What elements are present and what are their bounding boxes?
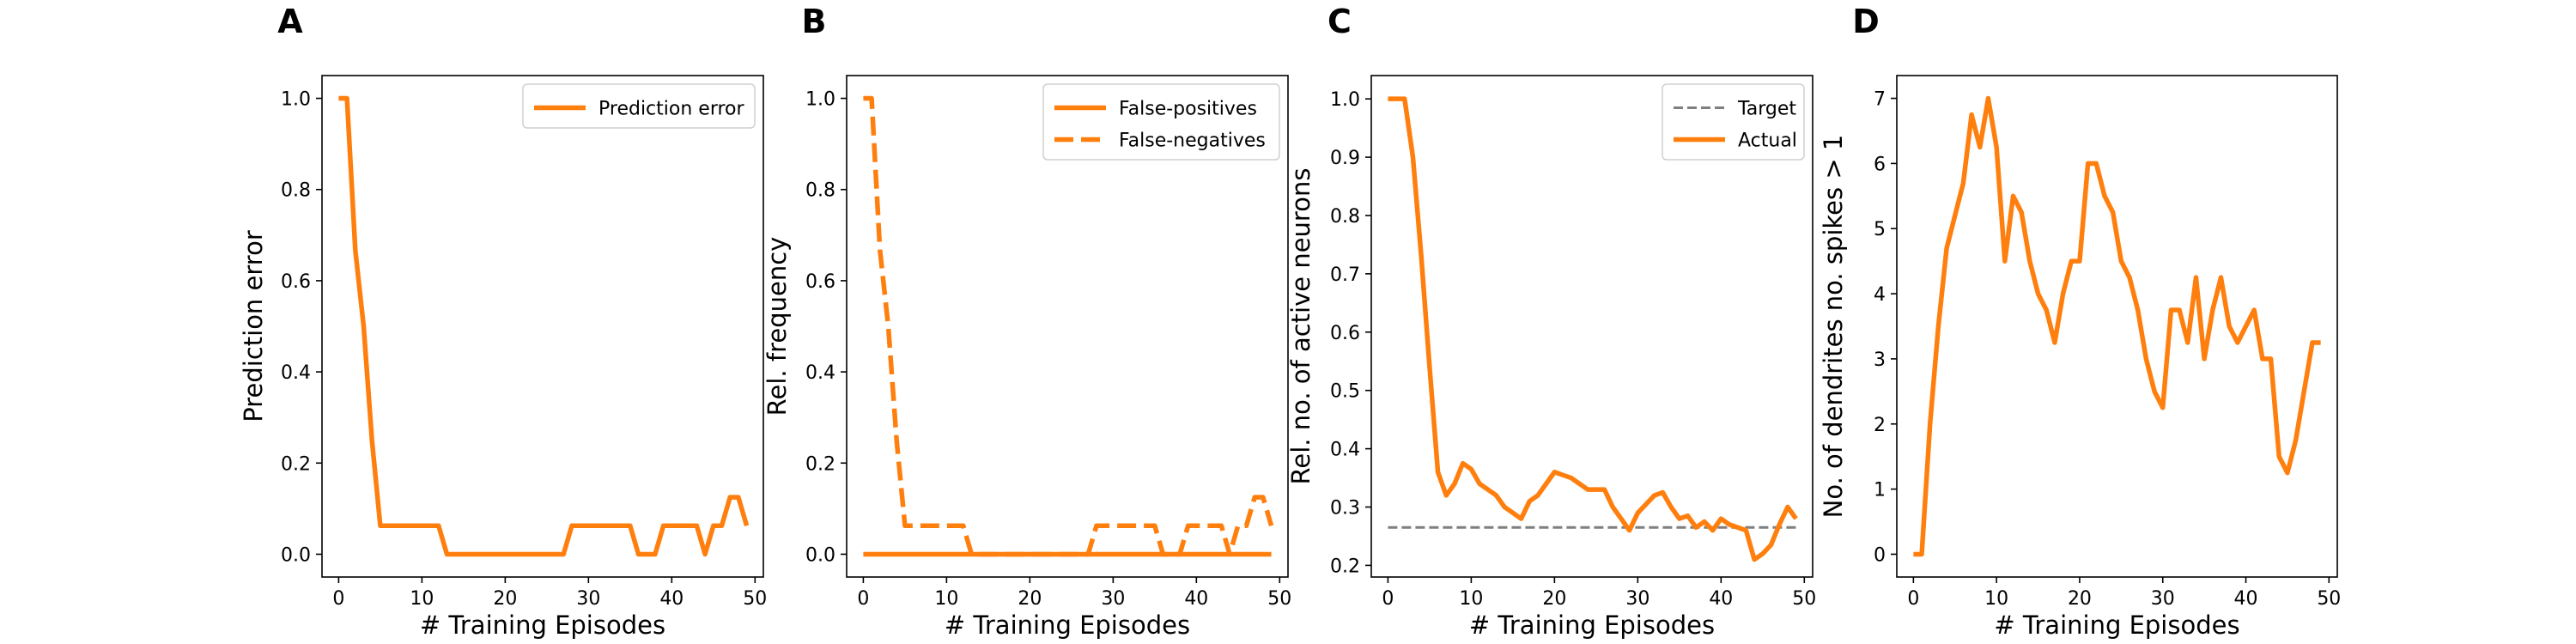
x-tick-label: 0 <box>1907 588 1919 610</box>
y-axis-label: Rel. frequency <box>762 237 792 416</box>
x-tick-label: 50 <box>1267 588 1291 610</box>
x-tick-label: 0 <box>332 588 344 610</box>
x-tick-label: 10 <box>1984 588 2008 610</box>
series-line-data <box>1913 95 2321 557</box>
chart-panel-b: B 0 10 20 30 40 50 0.0 0.2 0.4 0.6 0.8 1.0 # Training… <box>762 3 1291 640</box>
y-tick-label: 0.8 <box>281 180 311 202</box>
y-tick-label: 0 <box>1874 544 1886 566</box>
series-line-prediction-error <box>338 95 750 557</box>
y-tick-label: 3 <box>1874 349 1886 371</box>
x-tick-label: 0 <box>1382 588 1394 610</box>
y-tick-label: 0.6 <box>281 271 311 293</box>
x-tick-label: 30 <box>1101 588 1125 610</box>
x-tick-label: 10 <box>1459 588 1483 610</box>
x-tick-label: 50 <box>2317 588 2341 610</box>
legend: Target Actual <box>1662 83 1805 161</box>
y-tick-label: 0.8 <box>1330 206 1360 228</box>
y-tick-label: 1 <box>1874 480 1886 501</box>
x-tick-label: 10 <box>410 588 434 610</box>
legend-box <box>522 83 756 129</box>
y-tick-label: 0.8 <box>805 180 835 202</box>
chart-panel-c: C 0 10 20 30 40 50 0.2 0.3 0.4 0.5 0.6 0.7 0.8 0.9 1.0 #… <box>1286 3 1816 640</box>
axes-frame <box>1896 75 2338 578</box>
panel-letter: A <box>277 3 303 40</box>
legend-label: False-positives <box>1119 99 1257 120</box>
x-axis-label: # Training Episodes <box>945 611 1190 640</box>
x-tick-label: 30 <box>2151 588 2175 610</box>
x-tick-label: 50 <box>743 588 767 610</box>
x-axis-label: # Training Episodes <box>1994 611 2239 640</box>
x-tick-label: 0 <box>857 588 869 610</box>
y-tick-label: 1.0 <box>1330 89 1360 111</box>
y-tick-label: 0.5 <box>1330 381 1360 403</box>
x-tick-label: 30 <box>1625 588 1649 610</box>
y-tick-label: 1.0 <box>281 89 311 111</box>
panel-letter: D <box>1852 3 1880 40</box>
legend-box <box>1042 83 1280 161</box>
x-tick-label: 40 <box>659 588 683 610</box>
x-tick-label: 40 <box>1184 588 1208 610</box>
x-tick-label: 50 <box>1792 588 1816 610</box>
y-axis-label: Rel. no. of active neurons <box>1286 168 1315 485</box>
legend-label: Prediction error <box>598 99 744 120</box>
panel-letter: B <box>802 3 827 40</box>
y-tick-label: 0.2 <box>1330 556 1360 577</box>
y-tick-label: 0.0 <box>805 544 835 566</box>
panel-letter: C <box>1327 3 1352 40</box>
y-tick-label: 0.6 <box>805 271 835 293</box>
x-tick-label: 30 <box>576 588 600 610</box>
legend-label: False-negatives <box>1119 131 1266 152</box>
y-tick-label: 6 <box>1874 154 1886 175</box>
x-tick-label: 20 <box>493 588 517 610</box>
y-tick-label: 0.2 <box>805 453 835 475</box>
legend-label: Actual <box>1738 131 1797 152</box>
series-line-actual <box>1388 96 1798 562</box>
chart-panel-d: D 0 10 20 30 40 50 0 1 2 3 4 5 6 7 # Training Episodes N… <box>1819 3 2341 640</box>
x-tick-label: 40 <box>1709 588 1733 610</box>
y-tick-label: 1.0 <box>805 89 835 111</box>
chart-panel-a: A 0 10 20 30 40 50 0.0 0.2 0.4 0.6 0.8 1.0 # Training… <box>239 3 767 640</box>
axes-frame <box>846 75 1289 578</box>
legend: False-positives False-negatives <box>1042 83 1280 161</box>
x-tick-label: 10 <box>934 588 958 610</box>
y-axis-label: Prediction error <box>239 230 268 422</box>
x-axis-label: # Training Episodes <box>1469 611 1715 640</box>
x-tick-label: 20 <box>1542 588 1566 610</box>
y-tick-label: 2 <box>1874 415 1886 436</box>
axes-frame <box>321 75 764 578</box>
y-tick-label: 0.3 <box>1330 498 1360 519</box>
y-tick-label: 0.7 <box>1330 264 1360 286</box>
y-tick-label: 0.4 <box>281 362 311 384</box>
series-line-false-negatives <box>863 95 1274 557</box>
legend-label: Target <box>1737 99 1796 120</box>
x-axis-label: # Training Episodes <box>420 611 665 640</box>
y-axis-label: No. of dendrites no. spikes > 1 <box>1819 135 1848 519</box>
x-tick-label: 40 <box>2234 588 2258 610</box>
y-tick-label: 0.4 <box>1330 440 1360 461</box>
y-tick-label: 4 <box>1874 284 1886 306</box>
y-tick-label: 0.6 <box>1330 323 1360 344</box>
y-tick-label: 0.0 <box>281 544 311 566</box>
x-tick-label: 20 <box>2068 588 2092 610</box>
y-tick-label: 7 <box>1874 89 1886 111</box>
legend: Prediction error <box>522 83 756 129</box>
axes-frame <box>1370 75 1814 578</box>
y-tick-label: 0.9 <box>1330 148 1360 169</box>
y-tick-label: 5 <box>1874 219 1886 240</box>
x-tick-label: 20 <box>1018 588 1042 610</box>
y-tick-label: 0.2 <box>281 453 311 475</box>
y-tick-label: 0.4 <box>805 362 835 384</box>
